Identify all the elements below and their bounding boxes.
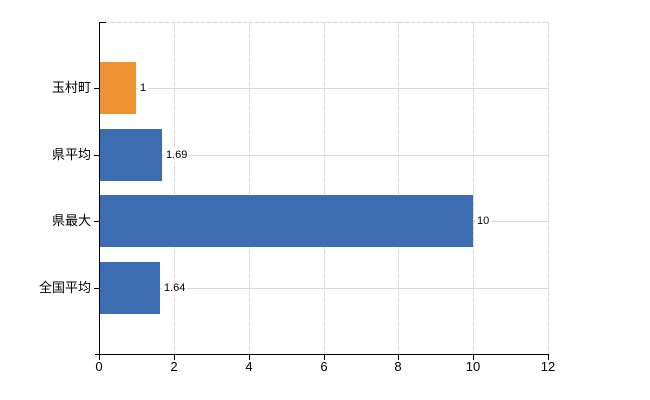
x-axis-tick-label: 2 <box>170 359 178 374</box>
x-axis-tick-label: 0 <box>95 359 103 374</box>
y-axis-line <box>99 22 100 359</box>
gridline-horizontal <box>99 155 548 156</box>
gridline-vertical <box>249 22 250 354</box>
y-axis-tick <box>94 288 99 289</box>
category-label: 全国平均 <box>38 280 91 295</box>
y-axis-top-cap <box>99 22 106 23</box>
x-axis-line <box>95 354 549 355</box>
bar-value-label: 1 <box>138 81 149 95</box>
category-label: 県平均 <box>51 147 91 162</box>
x-axis-tick <box>473 355 474 360</box>
category-label: 玉村町 <box>51 80 91 95</box>
gridline-vertical <box>398 22 399 354</box>
x-axis-tick <box>249 355 250 360</box>
category-label: 県最大 <box>51 213 91 228</box>
x-axis-tick-label: 10 <box>465 359 481 374</box>
bar-2 <box>100 195 473 247</box>
x-axis-tick <box>174 355 175 360</box>
x-axis-tick <box>548 355 549 360</box>
x-axis-tick-label: 8 <box>394 359 402 374</box>
bar-0 <box>100 62 136 114</box>
bar-value-label: 1.69 <box>164 148 190 162</box>
y-axis-tick <box>94 88 99 89</box>
bar-3 <box>100 262 160 314</box>
x-axis-tick <box>398 355 399 360</box>
bar-value-label: 10 <box>475 214 492 228</box>
gridline-vertical <box>324 22 325 354</box>
plot-area-top-border <box>99 22 548 23</box>
x-axis-tick <box>324 355 325 360</box>
y-axis-tick <box>94 155 99 156</box>
bar-1 <box>100 129 162 181</box>
gridline-vertical <box>174 22 175 354</box>
gridline-vertical <box>473 22 474 354</box>
x-axis-tick-label: 12 <box>540 359 556 374</box>
gridline-horizontal <box>99 288 548 289</box>
y-axis-tick <box>94 221 99 222</box>
gridline-vertical <box>548 22 549 354</box>
bar-value-label: 1.64 <box>162 281 188 295</box>
x-axis-tick-label: 4 <box>245 359 253 374</box>
x-axis-tick-label: 6 <box>320 359 328 374</box>
x-axis-tick <box>99 355 100 360</box>
gridline-horizontal <box>99 88 548 89</box>
